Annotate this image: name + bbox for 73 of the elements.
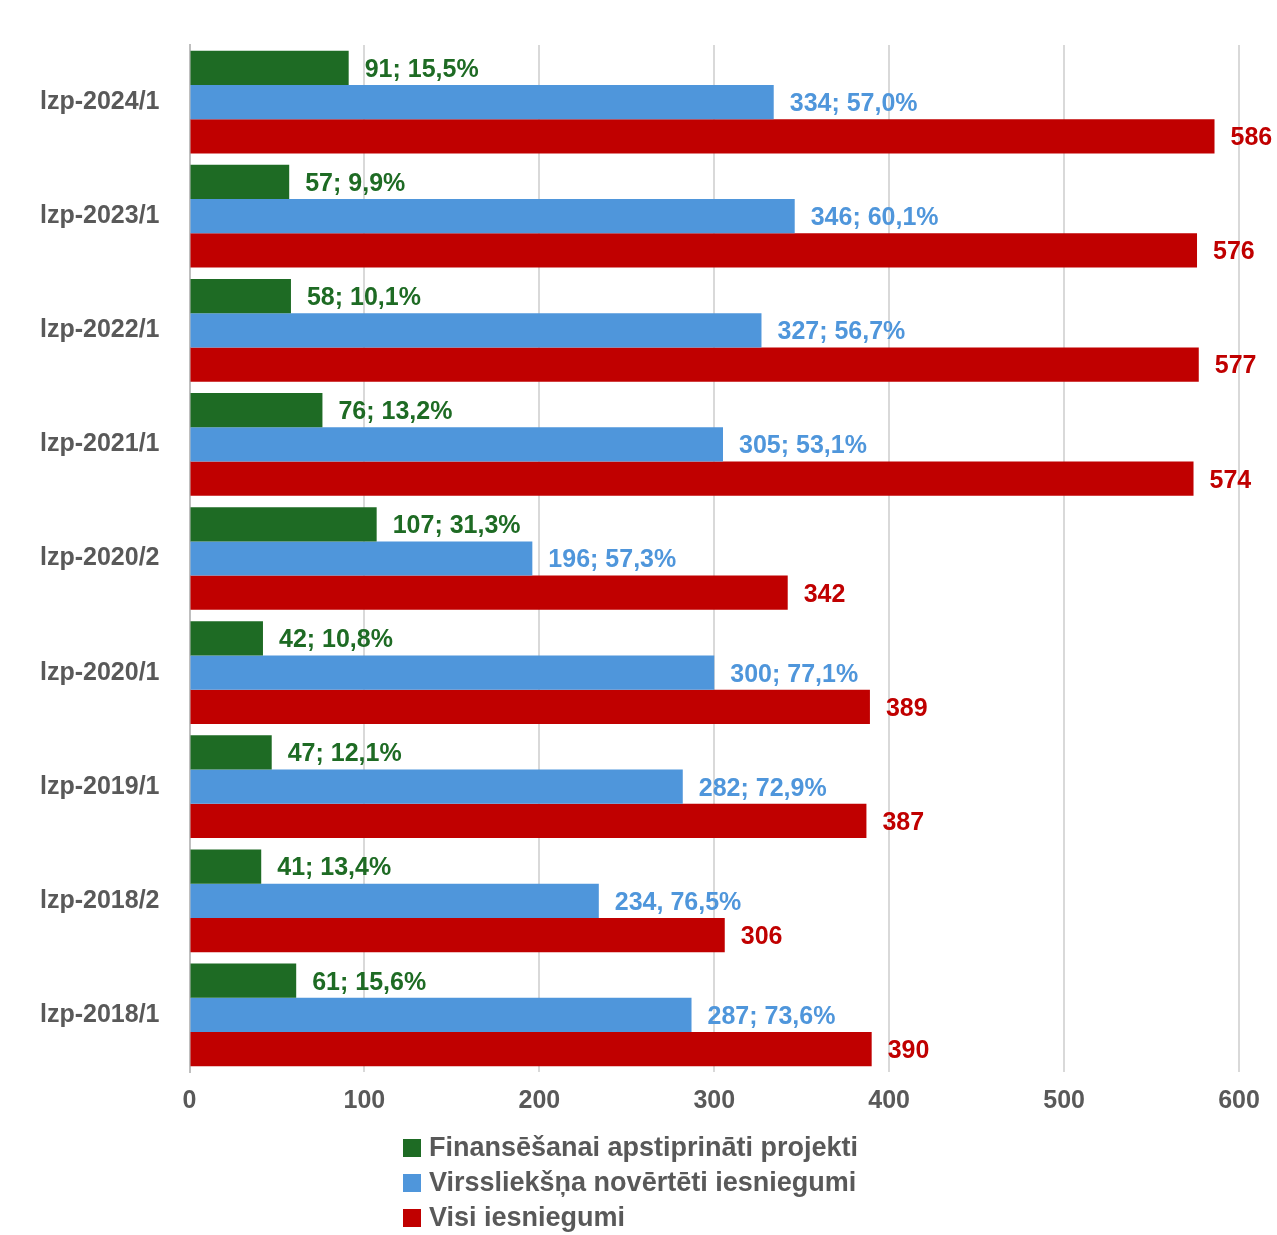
data-label: 41; 13,4% [277, 852, 392, 881]
legend-label: Finansēšanai apstiprināti projekti [429, 1131, 859, 1164]
y-tick-label: lzp-2018/1 [39, 998, 160, 1027]
bar [190, 199, 795, 234]
legend-label: Visi iesniegumi [429, 1201, 626, 1234]
data-label: 107; 31,3% [392, 510, 521, 539]
bar [190, 313, 762, 348]
data-label: 282; 72,9% [698, 772, 827, 801]
data-label: 346; 60,1% [810, 202, 939, 231]
y-tick-label: lzp-2022/1 [39, 314, 160, 343]
bar [190, 997, 692, 1033]
data-label: 389 [885, 692, 928, 721]
legend-label: Virssliekšņa novērtēti iesniegumi [429, 1166, 857, 1199]
bar [190, 963, 297, 998]
x-tick-label: 600 [1218, 1084, 1260, 1113]
bar [190, 427, 723, 462]
bar [190, 735, 272, 770]
bar [190, 1032, 872, 1067]
x-tick-label: 400 [868, 1084, 911, 1113]
y-tick-label: lzp-2023/1 [39, 200, 160, 229]
data-label: 91; 15,5% [364, 53, 479, 82]
bar [190, 50, 349, 85]
data-label: 334; 57,0% [789, 87, 918, 116]
bar [190, 347, 1199, 382]
data-label: 234, 76,5% [614, 886, 742, 915]
bar [190, 541, 533, 576]
bar [190, 689, 870, 724]
bar [190, 803, 867, 839]
bar [190, 655, 715, 690]
x-tick-label: 0 [182, 1084, 197, 1113]
bar [190, 883, 599, 918]
data-label: 306 [740, 920, 783, 949]
bar [190, 917, 725, 953]
data-label: 327; 56,7% [777, 316, 906, 345]
data-label: 58; 10,1% [306, 281, 421, 310]
bar [190, 119, 1215, 154]
data-label: 390 [887, 1035, 930, 1064]
x-tick-label: 100 [343, 1084, 386, 1113]
bar [190, 575, 788, 610]
y-tick-label: lzp-2024/1 [39, 85, 160, 114]
x-tick-label: 500 [1043, 1084, 1085, 1113]
data-label: 76; 13,2% [338, 396, 453, 425]
data-label: 61; 15,6% [312, 966, 427, 995]
bar [190, 621, 263, 656]
data-label: 196; 57,3% [548, 544, 677, 573]
bar [190, 393, 323, 428]
y-tick-label: lzp-2019/1 [39, 770, 160, 799]
data-label: 576 [1213, 236, 1255, 265]
x-tick-label: 300 [693, 1084, 736, 1113]
data-label: 586 [1230, 122, 1273, 151]
y-tick-label: lzp-2020/2 [39, 542, 160, 571]
bar [190, 461, 1194, 496]
y-tick-label: lzp-2021/1 [39, 428, 160, 457]
y-tick-label: lzp-2020/1 [39, 656, 160, 685]
bar [190, 84, 774, 120]
x-tick-label: 200 [518, 1084, 561, 1113]
bar [190, 233, 1198, 268]
bar [190, 507, 377, 542]
data-label: 57; 9,9% [305, 167, 406, 196]
data-label: 387 [882, 806, 925, 835]
data-label: 287; 73,6% [707, 1000, 836, 1029]
bar [190, 769, 683, 804]
data-label: 305; 53,1% [739, 430, 867, 459]
data-label: 342 [803, 578, 846, 607]
bar [190, 849, 262, 884]
data-label: 300; 77,1% [730, 658, 859, 687]
bar [190, 164, 290, 200]
data-label: 42; 10,8% [278, 624, 393, 653]
data-label: 574 [1209, 464, 1252, 493]
data-label: 47; 12,1% [287, 738, 402, 767]
y-tick-label: lzp-2018/2 [39, 884, 160, 913]
data-label: 577 [1214, 350, 1257, 379]
bar [190, 278, 291, 314]
